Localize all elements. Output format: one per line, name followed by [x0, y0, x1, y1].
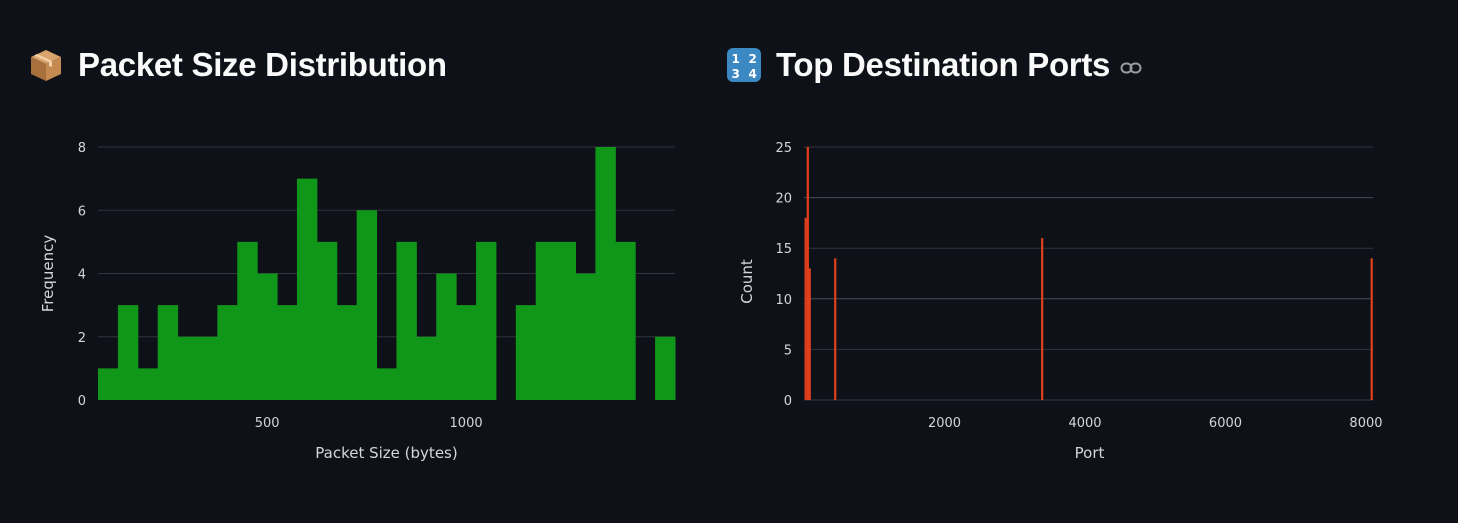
- packet-size-heading: Packet Size Distribution: [28, 46, 447, 84]
- histogram-bar: [177, 336, 198, 400]
- histogram-bar: [456, 305, 477, 400]
- histogram-bar: [356, 210, 378, 400]
- histogram-bar: [436, 273, 457, 400]
- histogram-bar: [98, 368, 119, 400]
- svg-text:4: 4: [748, 67, 756, 81]
- y-tick-label: 15: [775, 242, 792, 257]
- histogram-bar: [555, 241, 577, 400]
- input-numbers-icon: 1 2 3 4: [727, 48, 761, 82]
- histogram-bar: [237, 241, 258, 400]
- port-bar: [1041, 238, 1044, 400]
- y-axis-title: Frequency: [39, 235, 57, 313]
- y-tick-label: 0: [78, 394, 86, 409]
- svg-text:2: 2: [748, 52, 756, 66]
- y-tick-label: 0: [784, 394, 792, 409]
- histogram-bar: [217, 305, 238, 400]
- x-tick-label: 2000: [928, 416, 961, 431]
- histogram-bar: [416, 336, 437, 400]
- histogram-bar: [575, 273, 596, 400]
- port-bar: [834, 258, 837, 400]
- link-icon[interactable]: [1120, 61, 1142, 75]
- port-bar: [806, 147, 809, 400]
- histogram-bar: [376, 368, 397, 400]
- svg-text:3: 3: [731, 67, 739, 81]
- x-tick-label: 4000: [1068, 416, 1101, 431]
- packet-size-section: 0 2 4 6 8 500 1000 Packet Size (bytes) Frequency…: [0, 0, 700, 523]
- destination-ports-chart: 0 5 10 15 20 25 2000 4000 6000 8000 Port Count: [738, 141, 1383, 462]
- destination-ports-heading: 1 2 3 4 Top Destination Ports: [726, 46, 1142, 84]
- y-tick-label: 6: [78, 204, 86, 219]
- histogram-bar: [117, 305, 139, 400]
- histogram-bar: [296, 178, 318, 400]
- packet-size-chart: 0 2 4 6 8 500 1000 Packet Size (bytes) Frequency: [39, 141, 676, 462]
- x-tick-label: 8000: [1349, 416, 1382, 431]
- destination-ports-title: Top Destination Ports: [776, 46, 1111, 83]
- port-bar: [808, 268, 811, 400]
- y-tick-label: 5: [784, 343, 792, 358]
- histogram-bar: [257, 273, 278, 400]
- histogram-bar: [396, 241, 417, 400]
- port-bar: [804, 217, 807, 400]
- package-icon: [31, 50, 61, 81]
- x-axis-title: Packet Size (bytes): [315, 444, 457, 462]
- port-bar: [1370, 258, 1373, 400]
- x-tick-label: 1000: [450, 416, 483, 431]
- y-axis-title: Count: [738, 259, 756, 304]
- packet-size-title: Packet Size Distribution: [78, 46, 447, 83]
- svg-text:1: 1: [731, 52, 739, 66]
- y-tick-label: 25: [775, 141, 792, 156]
- x-tick-label: 500: [255, 416, 280, 431]
- destination-ports-section: 0 5 10 15 20 25 2000 4000 6000 8000 Port Count 1 2 …: [700, 0, 1458, 523]
- y-tick-label: 20: [775, 192, 792, 207]
- histogram-bar: [316, 241, 338, 400]
- histogram-bar: [595, 147, 616, 400]
- histogram-bar: [157, 305, 179, 400]
- y-tick-label: 4: [78, 268, 86, 283]
- histogram-bar: [336, 305, 358, 400]
- histogram-bar: [197, 336, 218, 400]
- histogram-bar: [515, 305, 537, 400]
- histogram-bar: [535, 241, 557, 400]
- y-tick-label: 2: [78, 331, 86, 346]
- x-axis-title: Port: [1075, 444, 1105, 462]
- histogram-bar: [655, 336, 676, 400]
- y-tick-label: 8: [78, 141, 86, 156]
- y-tick-label: 10: [775, 293, 792, 308]
- histogram-bar: [277, 305, 298, 400]
- histogram-bar: [615, 241, 636, 400]
- histogram-bar: [476, 241, 497, 400]
- x-tick-label: 6000: [1209, 416, 1242, 431]
- histogram-bar: [137, 368, 159, 400]
